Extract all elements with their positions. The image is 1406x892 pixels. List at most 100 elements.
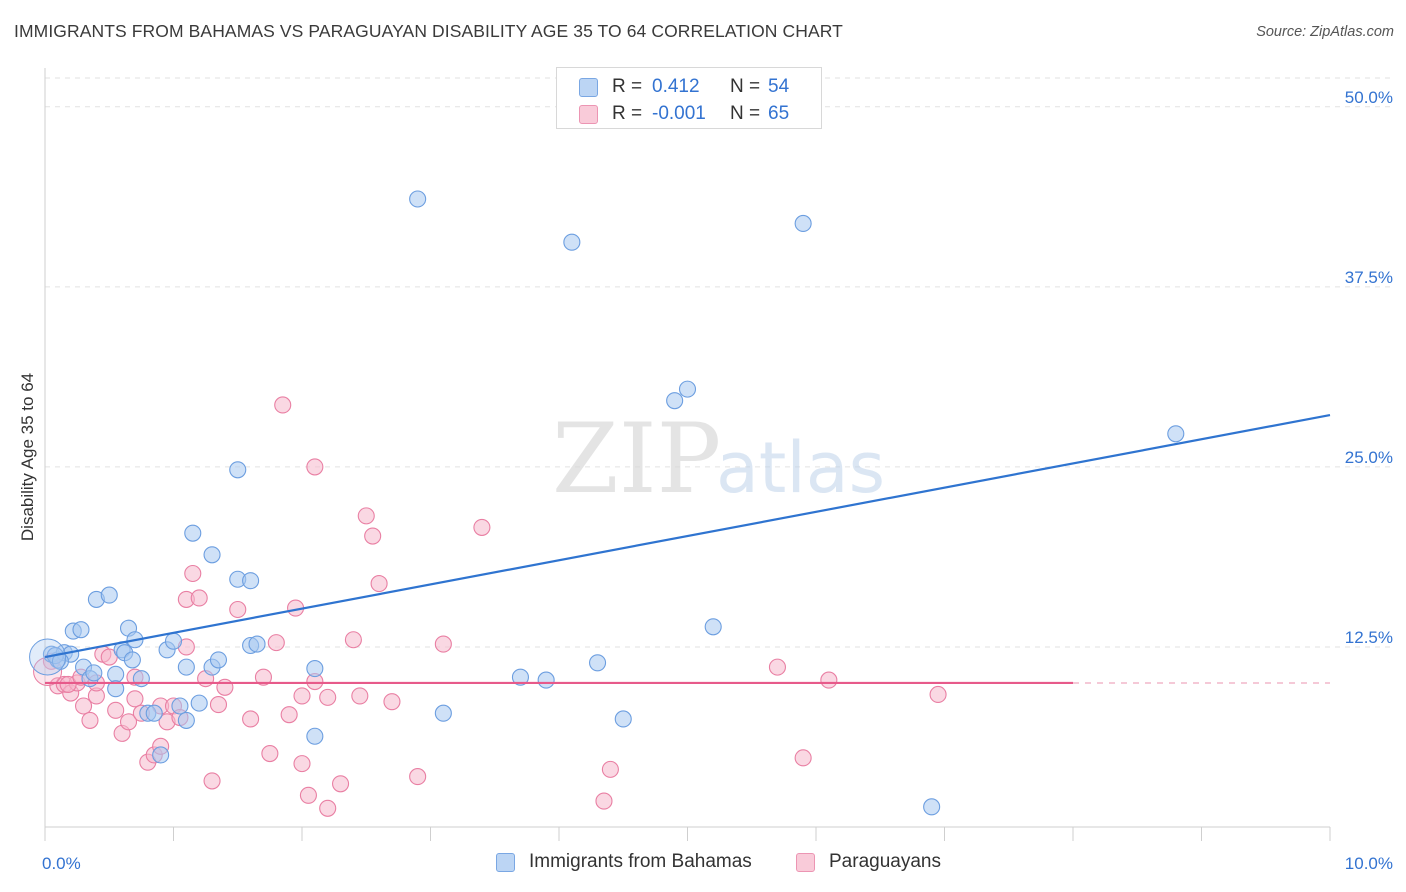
series-legend: Immigrants from Bahamas Paraguayans: [0, 851, 1406, 879]
paraguayan-point: [383, 693, 401, 711]
paraguayan-point: [473, 518, 491, 536]
n-value: 65: [768, 103, 790, 124]
paraguayan-point: [75, 697, 93, 715]
bahamas-point: [177, 658, 195, 676]
gridlines: [45, 77, 1392, 648]
r-value: -0.001: [652, 103, 706, 124]
chart-title: IMMIGRANTS FROM BAHAMAS VS PARAGUAYAN DI…: [14, 21, 843, 41]
bahamas-point: [242, 572, 260, 590]
paraguayan-point: [601, 760, 619, 778]
paraguayan-point: [242, 710, 260, 728]
paraguayan-point: [100, 648, 118, 666]
paraguayan-point: [274, 396, 292, 414]
paraguayan-point: [81, 711, 99, 729]
paraguayan-point: [59, 675, 77, 693]
legend-item-paraguayans: Paraguayans: [796, 851, 941, 873]
n-label: N =: [730, 103, 761, 124]
paraguayan-point: [306, 458, 324, 476]
paraguayan-point: [126, 690, 144, 708]
paraguayan-point: [299, 786, 317, 804]
legend-label-bahamas: Immigrants from Bahamas: [529, 851, 752, 872]
bahamas-point: [511, 668, 530, 686]
bahamas-point: [306, 727, 324, 745]
bahamas-point: [107, 665, 125, 683]
bahamas-point: [704, 618, 722, 636]
x-tick-label: 10.0%: [1345, 854, 1393, 873]
legend-swatch-blue: [579, 77, 598, 97]
correlation-legend: R = 0.412 N = 54 R = -0.001 N = 65: [556, 67, 822, 129]
paraguayan-point: [409, 768, 427, 786]
paraguayan-point: [216, 678, 234, 696]
paraguayan-point: [261, 744, 279, 763]
paraguayan-point: [229, 600, 247, 619]
bahamas-point: [666, 392, 684, 410]
bahamas-point: [563, 233, 581, 251]
paraguayan-point: [820, 671, 838, 689]
paraguayan-point: [794, 749, 812, 767]
bahamas-point: [85, 664, 103, 682]
y-tick-label: 25.0%: [1345, 448, 1393, 467]
bahamas-point: [132, 670, 150, 688]
y-axis-label: Disability Age 35 to 64: [18, 373, 37, 541]
paraguayan-point: [364, 527, 382, 545]
paraguayan-point: [331, 775, 350, 793]
bahamas-point: [209, 651, 228, 669]
bahamas-point: [614, 710, 632, 728]
y-tick-label: 12.5%: [1345, 628, 1393, 647]
paraguayan-point: [280, 706, 298, 724]
bahamas-trend-line: [44, 413, 1331, 659]
bahamas-point: [145, 704, 163, 722]
paraguayan-point: [267, 634, 285, 652]
legend-swatch-pink: [796, 852, 815, 872]
watermark-zip: ZIP: [552, 403, 721, 515]
legend-swatch-blue: [496, 852, 515, 872]
bahamas-point: [203, 546, 221, 564]
bahamas-point: [678, 380, 697, 398]
legend-item-bahamas: Immigrants from Bahamas: [496, 851, 752, 873]
paraguayan-point: [119, 713, 138, 731]
bahamas-point: [164, 632, 183, 650]
paraguayan-point: [254, 668, 273, 686]
y-tick-label: 37.5%: [1345, 268, 1393, 287]
paraguayan-point: [768, 658, 787, 676]
bahamas-points: [29, 190, 1185, 816]
paraguayan-point: [929, 685, 947, 704]
paraguayan-point: [107, 701, 125, 719]
r-label: R =: [612, 76, 643, 97]
paraguayan-point: [370, 575, 388, 593]
bahamas-point: [923, 798, 941, 816]
legend-row-paraguayans: R = -0.001 N = 65: [579, 101, 789, 127]
paraguayan-point: [293, 755, 311, 773]
n-label: N =: [730, 76, 761, 97]
bahamas-point: [152, 746, 170, 764]
x-tick-label: 0.0%: [42, 854, 81, 873]
bahamas-point: [409, 190, 427, 208]
bahamas-point: [248, 635, 266, 653]
paraguayan-point: [344, 631, 362, 649]
bahamas-point: [306, 660, 324, 678]
bahamas-point: [229, 461, 247, 479]
legend-label-paraguayans: Paraguayans: [829, 851, 941, 872]
paraguayan-point: [434, 635, 452, 653]
bahamas-point: [588, 654, 607, 672]
bahamas-point: [107, 680, 125, 698]
tick-labels: 12.5% 25.0% 37.5% 50.0% 0.0% 10.0%: [42, 88, 1393, 873]
source-label: Source: ZipAtlas.com: [1256, 24, 1394, 40]
n-value: 54: [768, 76, 790, 97]
bahamas-point: [123, 651, 141, 669]
paraguayan-point: [209, 696, 228, 714]
bahamas-point: [1167, 425, 1185, 443]
paraguayan-point: [357, 507, 375, 525]
bahamas-point: [190, 694, 208, 712]
axes: [44, 68, 1331, 841]
bahamas-point: [177, 711, 195, 729]
trend-lines: [44, 413, 1331, 685]
bahamas-point: [434, 704, 452, 722]
paraguayan-point: [351, 687, 369, 705]
bahamas-point: [72, 621, 90, 639]
watermark-atlas: atlas: [716, 427, 885, 509]
paraguayan-point: [319, 799, 337, 817]
bahamas-point: [537, 671, 555, 689]
paraguayan-point: [184, 564, 202, 583]
